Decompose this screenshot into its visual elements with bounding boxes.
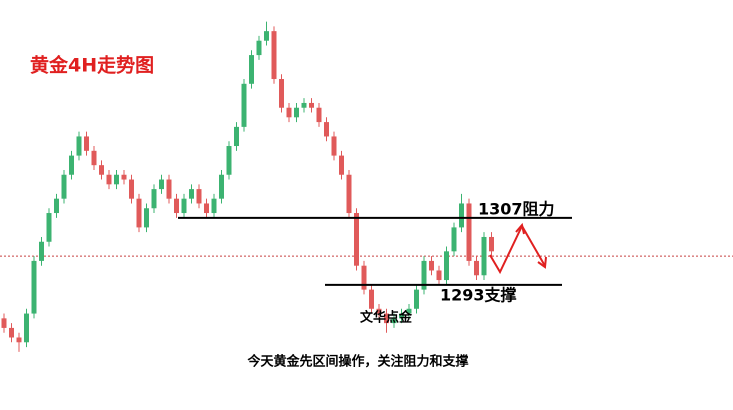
candle-body — [249, 55, 254, 84]
candle-body — [129, 179, 134, 199]
candle-body — [91, 150, 97, 166]
candle-body — [489, 236, 494, 252]
candle-body — [54, 198, 59, 214]
candle-body — [31, 260, 37, 314]
arrow-head — [515, 222, 525, 235]
candle-body — [324, 122, 329, 137]
candle-body — [309, 102, 314, 108]
candle-body — [76, 136, 82, 156]
forecast-path — [489, 223, 546, 275]
candle-body — [391, 318, 397, 324]
candle-body — [196, 189, 202, 204]
candle-body — [399, 313, 404, 319]
candle-body — [264, 31, 269, 41]
candle-body — [466, 203, 472, 261]
candle-body — [39, 241, 44, 261]
candle-body — [294, 107, 299, 118]
candle-body — [241, 83, 247, 127]
arrow-head — [537, 256, 547, 269]
candle-body — [481, 236, 487, 276]
candle-body — [421, 260, 427, 290]
candle-body — [316, 107, 322, 123]
candle-body — [361, 265, 367, 290]
candle-body — [451, 227, 457, 252]
candle-body — [301, 102, 307, 108]
candle-body — [354, 213, 359, 266]
candle-body — [234, 126, 239, 147]
candle-body — [151, 189, 157, 209]
candle-body — [459, 203, 464, 228]
candle-body — [181, 198, 187, 214]
candle-body — [174, 198, 179, 214]
candle-body — [219, 174, 224, 199]
candle-body — [444, 251, 449, 281]
candle-body — [121, 174, 127, 180]
candle-body — [369, 289, 374, 309]
watermark: 文华点金 — [360, 310, 413, 326]
candle-body — [159, 179, 164, 190]
candle-body — [69, 155, 74, 175]
candle-body — [346, 174, 352, 214]
candle-body — [136, 198, 142, 228]
candle-body — [279, 79, 284, 108]
candle-body — [271, 31, 277, 80]
candle-body — [339, 155, 344, 175]
candle-body — [61, 174, 67, 199]
candle-body — [106, 174, 112, 185]
candle-body — [226, 146, 232, 175]
candle-body — [256, 40, 262, 56]
candle-body — [24, 313, 29, 343]
level-label: 1293支撑 — [440, 286, 517, 305]
candle-body — [474, 260, 479, 276]
candle-body — [9, 327, 14, 338]
candle-body — [376, 308, 382, 314]
candle-body — [429, 260, 434, 271]
candle-body — [204, 203, 209, 214]
candle-body — [406, 308, 412, 314]
candle-body — [99, 165, 104, 175]
candle-body — [436, 270, 442, 281]
candle-body — [46, 213, 52, 242]
candle-body — [16, 337, 22, 343]
chart-title: 黄金4H走势图 — [30, 54, 154, 77]
level-label: 1307阻力 — [478, 200, 555, 219]
candle-body — [189, 189, 194, 199]
candle-body — [166, 179, 172, 199]
candle-body — [1, 318, 7, 328]
footnote: 今天黄金先区间操作，关注阻力和支撑 — [246, 354, 468, 370]
candle-body — [286, 107, 292, 118]
candle-body — [211, 198, 217, 214]
candle-body — [331, 136, 337, 156]
candle-body — [144, 208, 149, 228]
candle-body — [114, 174, 119, 185]
candle-body — [84, 136, 89, 151]
candle-body — [414, 289, 419, 309]
candle-body — [384, 313, 389, 324]
